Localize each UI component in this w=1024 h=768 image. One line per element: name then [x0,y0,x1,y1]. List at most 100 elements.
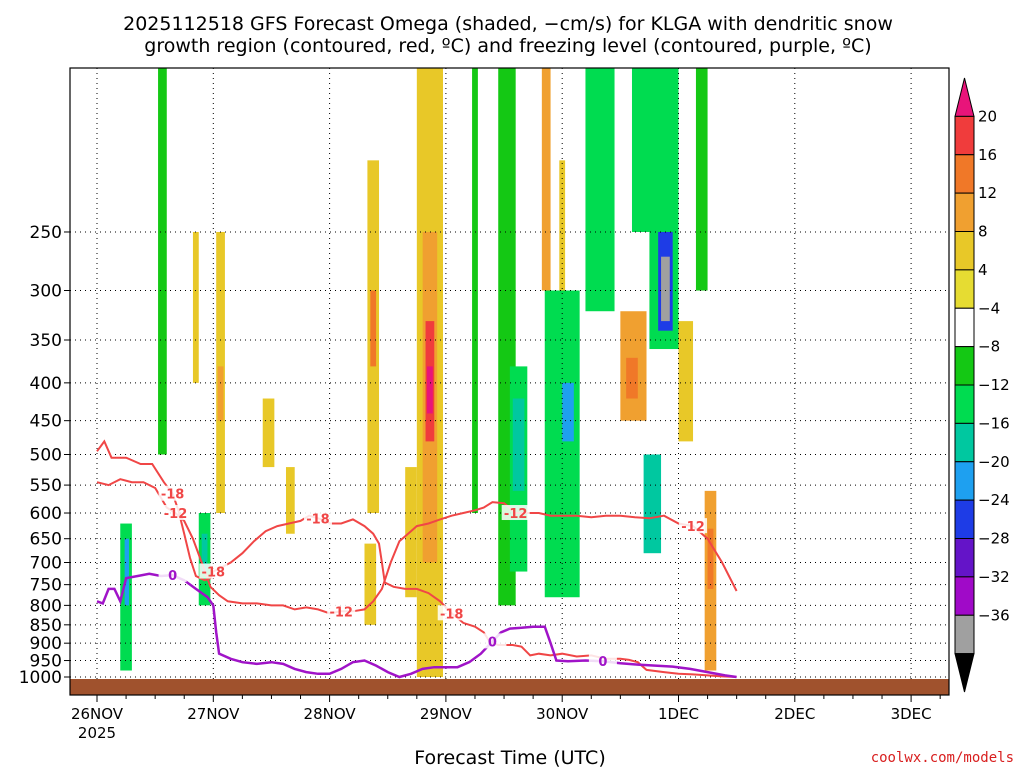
contour-label-minus18: -18 [303,510,332,527]
contour-label-text: 0 [168,569,177,584]
colorbar-label: −4 [978,299,1000,317]
contour-label-background [437,605,466,621]
omega-cell [427,366,433,414]
colorbar-top-triangle [954,77,975,117]
omega-cell [559,160,566,312]
colorbar-label: 4 [978,261,988,279]
omega-cell [124,538,129,606]
y-tick-label: 350 [30,331,62,351]
colorbar-label: −32 [978,568,1010,586]
omega-cell [285,467,295,534]
contour-label-text: -18 [202,566,226,581]
omega-cell [562,382,574,442]
y-tick-label: 650 [30,530,62,550]
colorbar-swatch [954,499,975,539]
y-tick-label: 1000 [19,668,62,688]
omega-cell [695,68,708,291]
contour-label-background [158,485,187,501]
y-tick-label: 450 [30,412,62,432]
colorbar-swatch [954,461,975,501]
colorbar-label: −16 [978,414,1010,432]
contour-label-text: 0 [488,635,497,650]
colorbar-label: −28 [978,530,1010,548]
x-tick-label: 2DEC [774,705,815,723]
contour-label-minus12: -12 [501,505,530,522]
contour-label-text: -18 [440,607,464,622]
credit-text: coolwx.com/models [871,750,1014,766]
colorbar-swatch [954,115,975,156]
year-label: 2025 [78,724,116,742]
contour-label-text: -12 [329,605,353,620]
colorbar-bottom-triangle [954,653,975,693]
colorbar-label: −36 [978,606,1010,624]
contour-label-text: -12 [164,507,188,522]
chart-title-line-1: 2025112518 GFS Forecast Omega (shaded, −… [123,13,893,35]
contour-label-text: -18 [161,488,185,503]
y-tick-label: 300 [30,282,62,302]
colorbar-swatch [954,154,975,194]
contour-label-text: 0 [598,655,607,670]
colorbar-swatch [954,576,975,616]
colorbar-label: −8 [978,338,1000,356]
contour-label-minus12: -12 [679,518,708,535]
contour-label-background [501,505,530,521]
colorbar-label: 20 [978,107,997,125]
x-tick-label: 28NOV [304,705,357,723]
contour-label-minus12: -12 [327,603,356,620]
contour-label-background [199,563,228,579]
omega-cell [678,321,694,442]
x-tick-label: 30NOV [536,705,589,723]
x-tick-label: 27NOV [187,705,240,723]
contour-label-background [588,653,617,669]
y-tick-label: 250 [30,223,62,243]
omega-cell [643,454,662,554]
omega-cell [158,68,167,455]
contour-label-text: -12 [504,507,528,522]
omega-cell [512,398,525,491]
colorbar-label: 12 [978,184,997,202]
contour-label-zero: 0 [478,633,507,650]
colorbar-label: −12 [978,376,1010,394]
omega-cell [262,398,275,468]
contour-label-minus18: -18 [199,563,228,581]
y-tick-label: 750 [30,576,62,596]
x-axis: 26NOV 27NOV 28NOV 29NOV 30NOV 1DEC 2DEC 3DEC [71,695,941,723]
contour-label-background [679,518,708,534]
y-tick-label: 950 [30,652,62,672]
omega-cell [585,68,615,312]
contour-label-minus18: -18 [437,605,466,622]
contour-label-zero: 0 [588,653,617,670]
colorbar-label: 16 [978,146,997,164]
contour-label-background [161,505,190,521]
y-tick-label: 400 [30,374,62,394]
omega-cell [192,231,199,383]
omega-cell [201,533,208,572]
y-tick-label: 700 [30,554,62,574]
contour-label-background [303,510,332,526]
x-tick-label: 29NOV [420,705,473,723]
colorbar-swatch [954,192,975,232]
contour-label-background [478,633,507,649]
x-tick-label: 26NOV [71,705,124,723]
plot-frame [69,67,950,696]
omega-cell [472,68,478,514]
x-tick-label: 1DEC [658,705,699,723]
y-tick-label: 850 [30,616,62,636]
contour-layer: -18 -18 -18 -18 -12 -12 -12 -12 0 0 0 [96,439,738,679]
colorbar-label: 8 [978,223,988,241]
colorbar-swatch [954,538,975,578]
colorbar-swatch [954,614,975,655]
colorbar-swatch [954,307,975,348]
chart-title-line-2: growth region (contoured, red, ºC) and f… [144,35,871,57]
contour-label-zero: 0 [158,567,187,584]
colorbar-label: −20 [978,453,1010,471]
y-tick-label: 550 [30,476,62,496]
y-tick-label: 500 [30,445,62,465]
colorbar-legend: 20 16 12 8 4 −4 −8 −12 −16 −20 −24 −28 −32 −36 [954,77,1010,693]
contour-label-text: -18 [306,512,330,527]
y-tick-label: 800 [30,596,62,616]
contour-label-minus12: -12 [161,505,190,522]
y-axis: 2503003504004505005506006507007508008509… [19,223,70,688]
contour-label-text: -12 [681,520,705,535]
